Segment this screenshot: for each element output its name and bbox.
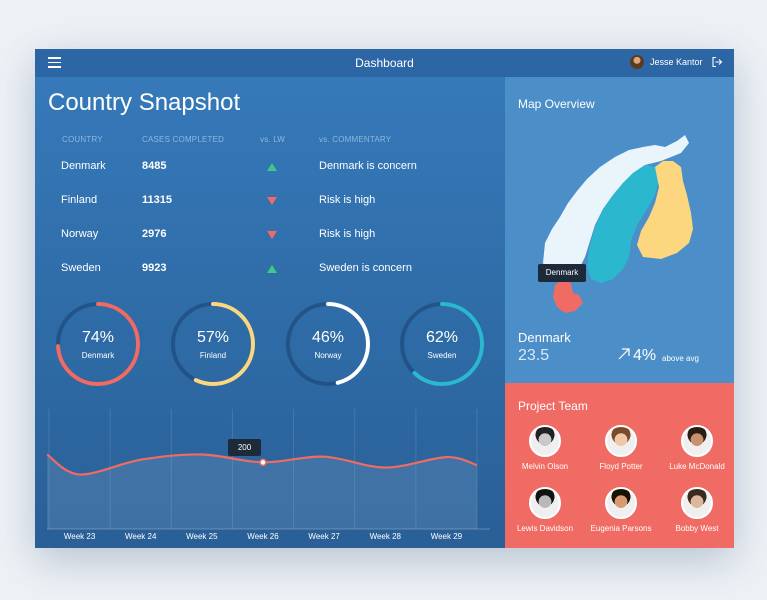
team-title: Project Team (518, 399, 588, 413)
team-member[interactable]: Luke McDonald (657, 425, 734, 471)
row-country: Finland (61, 194, 98, 206)
member-name: Bobby West (675, 524, 719, 533)
map-tooltip: Denmark (538, 264, 586, 282)
donut-fill (171, 302, 255, 386)
donut-label: Finland (199, 351, 227, 360)
member-avatar[interactable] (605, 487, 637, 519)
row-cases: 9923 (142, 262, 167, 274)
map-change-value: 4% (633, 347, 657, 364)
user-avatar[interactable] (630, 55, 644, 69)
member-avatar[interactable] (529, 425, 561, 457)
progress-donut-sweden: 62% Sweden (397, 299, 487, 389)
x-tick-label: Week 25 (186, 532, 218, 541)
map-change-note: above avg (662, 354, 699, 363)
member-avatar[interactable] (605, 425, 637, 457)
donut-percent: 74% (81, 329, 115, 346)
row-comment: Risk is high (319, 228, 376, 240)
map-region-denmark[interactable] (553, 279, 583, 313)
team-member[interactable]: Bobby West (657, 487, 734, 533)
member-name: Melvin Olson (521, 462, 569, 471)
trend-down-icon (267, 231, 277, 239)
member-avatar[interactable] (681, 425, 713, 457)
member-name: Eugenia Parsons (590, 524, 652, 533)
donut-percent: 46% (311, 329, 345, 346)
x-tick-label: Week 28 (369, 532, 401, 541)
user-name[interactable]: Jesse Kantor (650, 57, 703, 67)
map-region-sweden[interactable] (587, 165, 659, 283)
map-region-norway[interactable] (543, 135, 689, 277)
progress-donut-norway: 46% Norway (283, 299, 373, 389)
donut-fill (286, 302, 370, 386)
row-country: Denmark (61, 160, 106, 172)
donut-fill (56, 302, 140, 386)
x-tick-label: Week 27 (308, 532, 340, 541)
row-comment: Denmark is concern (319, 160, 417, 172)
data-point[interactable] (259, 458, 267, 467)
table-row[interactable]: Norway 2976 Risk is high (35, 228, 505, 262)
member-name: Lewis Davidson (516, 524, 574, 533)
hamburger-menu-icon[interactable] (48, 57, 61, 68)
col-header-vs-lw: vs. LW (260, 135, 286, 144)
trend-down-icon (267, 197, 277, 205)
table-row[interactable]: Finland 11315 Risk is high (35, 194, 505, 228)
table-row[interactable]: Sweden 9923 Sweden is concern (35, 262, 505, 296)
donut-percent: 57% (196, 329, 230, 346)
row-cases: 8485 (142, 160, 167, 172)
map-selected-value: 23.5 (518, 347, 550, 364)
donut-ring (171, 302, 255, 386)
nordic-map (543, 135, 693, 313)
progress-donut-finland: 57% Finland (168, 299, 258, 389)
donut-label: Denmark (81, 351, 115, 360)
col-header-cases: CASES COMPLETED (142, 135, 225, 144)
map-selected-country: Denmark (518, 330, 571, 345)
x-tick-label: Week 23 (63, 532, 96, 541)
series-area (47, 454, 477, 529)
trend-up-arrow-icon (618, 348, 630, 360)
weekly-line-chart: Week 23 Week 24 Week 25 Week 26 Week 27 Week … (46, 409, 492, 548)
project-team-panel: Project Team Melvin Olson Floyd Potter L… (505, 383, 734, 548)
trend-up-icon (267, 265, 277, 273)
map-title: Map Overview (518, 97, 595, 111)
donut-ring (400, 302, 484, 386)
row-cases: 11315 (142, 194, 172, 206)
dashboard-window: Dashboard Jesse Kantor Country Snapshot … (35, 49, 734, 548)
row-comment: Sweden is concern (319, 262, 412, 274)
snapshot-title: Country Snapshot (48, 89, 241, 116)
trend-up-icon (267, 163, 277, 171)
line-chart-svg (46, 409, 490, 530)
donut-fill (400, 302, 484, 386)
member-name: Floyd Potter (599, 462, 643, 471)
team-member[interactable]: Floyd Potter (581, 425, 661, 471)
col-header-commentary: vs. COMMENTARY (319, 135, 392, 144)
map-region-finland[interactable] (637, 161, 693, 259)
member-name: Luke McDonald (669, 462, 725, 471)
country-snapshot-panel: Country Snapshot COUNTRY CASES COMPLETED… (35, 77, 505, 548)
donut-label: Sweden (427, 351, 457, 360)
row-country: Norway (61, 228, 99, 240)
table-row[interactable]: Denmark 8485 Denmark is concern (35, 160, 505, 194)
x-tick-label: Week 26 (247, 532, 279, 541)
map-overview-panel: Map Overview Denmark Denmark 23.5 4% abo… (505, 77, 734, 383)
member-avatar[interactable] (529, 487, 561, 519)
top-bar: Dashboard Jesse Kantor (35, 49, 734, 77)
team-member[interactable]: Eugenia Parsons (581, 487, 661, 533)
donut-percent: 62% (425, 329, 459, 346)
logout-icon[interactable] (711, 56, 723, 68)
page-title: Dashboard (355, 56, 414, 70)
donut-ring (286, 302, 370, 386)
row-comment: Risk is high (319, 194, 376, 206)
donut-label: Norway (314, 351, 342, 360)
team-member[interactable]: Melvin Olson (505, 425, 585, 471)
progress-donut-denmark: 74% Denmark (53, 299, 143, 389)
x-tick-label: Week 29 (430, 532, 463, 541)
chart-tooltip: 200 (228, 439, 261, 456)
x-tick-label: Week 24 (124, 532, 157, 541)
row-cases: 2976 (142, 228, 167, 240)
member-avatar[interactable] (681, 487, 713, 519)
col-header-country: COUNTRY (62, 135, 103, 144)
team-member[interactable]: Lewis Davidson (505, 487, 585, 533)
donut-ring (56, 302, 140, 386)
row-country: Sweden (61, 262, 101, 274)
